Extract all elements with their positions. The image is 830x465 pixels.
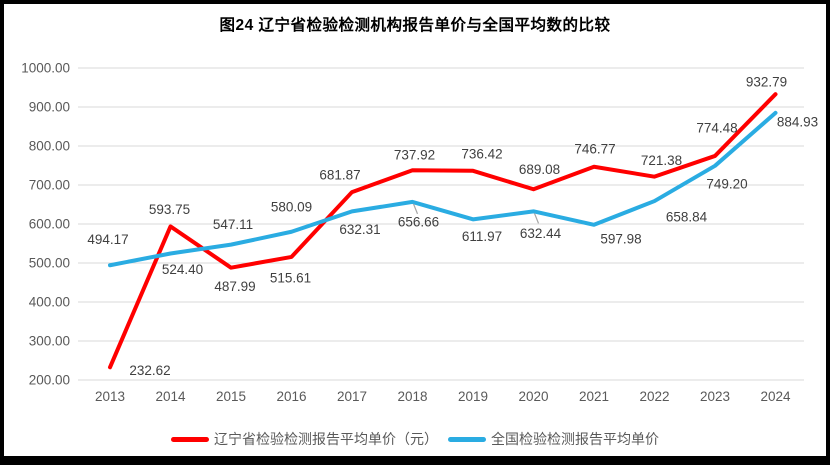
- national-line-swatch-icon: [448, 436, 486, 442]
- liaoning-line-swatch-icon: [171, 436, 209, 442]
- x-tick-label: 2015: [216, 389, 246, 404]
- y-tick-label: 900.00: [29, 100, 70, 115]
- data-label: 580.09: [271, 199, 312, 214]
- x-tick-label: 2016: [276, 389, 306, 404]
- legend-item-national: 全国检验检测报告平均单价: [448, 429, 659, 449]
- y-tick-label: 600.00: [29, 217, 70, 232]
- data-label: 232.62: [129, 363, 170, 378]
- data-label: 487.99: [214, 279, 255, 294]
- data-label: 593.75: [149, 202, 190, 217]
- x-tick-label: 2024: [760, 389, 791, 404]
- chart-canvas: 200.00 300.00 400.00 500.00 600.00 700.00 800.…: [4, 4, 826, 456]
- data-label: 547.11: [213, 217, 253, 232]
- y-tick-label: 1000.00: [21, 61, 70, 76]
- data-label: 884.93: [777, 114, 818, 129]
- series-line-liaoning: [108, 92, 778, 370]
- data-label: 658.84: [666, 210, 708, 225]
- data-label: 749.20: [706, 176, 747, 191]
- data-label: 932.79: [746, 75, 787, 90]
- x-tick-label: 2013: [95, 389, 125, 404]
- x-tick-label: 2019: [458, 389, 488, 404]
- leader-line: [533, 213, 540, 224]
- data-label: 597.98: [600, 231, 641, 246]
- x-tick-label: 2017: [337, 389, 367, 404]
- y-tick-label: 800.00: [29, 139, 70, 154]
- x-tick-label: 2018: [397, 389, 427, 404]
- data-label: 524.40: [162, 262, 203, 277]
- x-tick-label: 2020: [518, 389, 548, 404]
- data-label: 632.31: [339, 222, 380, 237]
- leader-line: [412, 203, 419, 215]
- data-label: 737.92: [394, 148, 435, 163]
- chart-legend: 辽宁省检验检测报告平均单价（元） 全国检验检测报告平均单价: [4, 429, 826, 449]
- line-chart: 200.00 300.00 400.00 500.00 600.00 700.00 800.…: [21, 61, 818, 405]
- chart-title: 图24 辽宁省检验检测机构报告单价与全国平均数的比较: [219, 17, 611, 34]
- data-label: 515.61: [270, 270, 311, 285]
- data-label: 494.17: [87, 232, 128, 247]
- series-line-national: [108, 110, 778, 268]
- legend-item-liaoning: 辽宁省检验检测报告平均单价（元）: [171, 429, 438, 449]
- y-tick-label: 200.00: [29, 373, 70, 388]
- x-tick-label: 2021: [579, 389, 609, 404]
- data-label: 736.42: [461, 146, 502, 161]
- legend-label-liaoning: 辽宁省检验检测报告平均单价（元）: [214, 431, 438, 447]
- data-label: 774.48: [696, 120, 737, 135]
- data-label: 632.44: [520, 226, 562, 241]
- data-label: 746.77: [574, 141, 615, 156]
- data-label: 681.87: [319, 168, 360, 183]
- data-label: 689.08: [519, 162, 560, 177]
- data-label: 656.66: [398, 214, 439, 229]
- x-tick-label: 2014: [155, 389, 186, 404]
- x-tick-label: 2022: [639, 389, 669, 404]
- y-tick-label: 700.00: [29, 178, 70, 193]
- x-tick-label: 2023: [700, 389, 730, 404]
- y-tick-label: 400.00: [29, 295, 70, 310]
- data-label: 611.97: [462, 229, 502, 244]
- y-tick-label: 500.00: [29, 256, 70, 271]
- legend-label-national: 全国检验检测报告平均单价: [491, 431, 659, 447]
- data-label: 721.38: [641, 153, 682, 168]
- y-tick-label: 300.00: [29, 334, 70, 349]
